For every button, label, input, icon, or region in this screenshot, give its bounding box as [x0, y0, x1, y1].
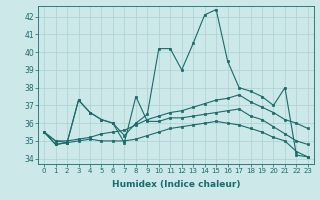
X-axis label: Humidex (Indice chaleur): Humidex (Indice chaleur) — [112, 180, 240, 189]
